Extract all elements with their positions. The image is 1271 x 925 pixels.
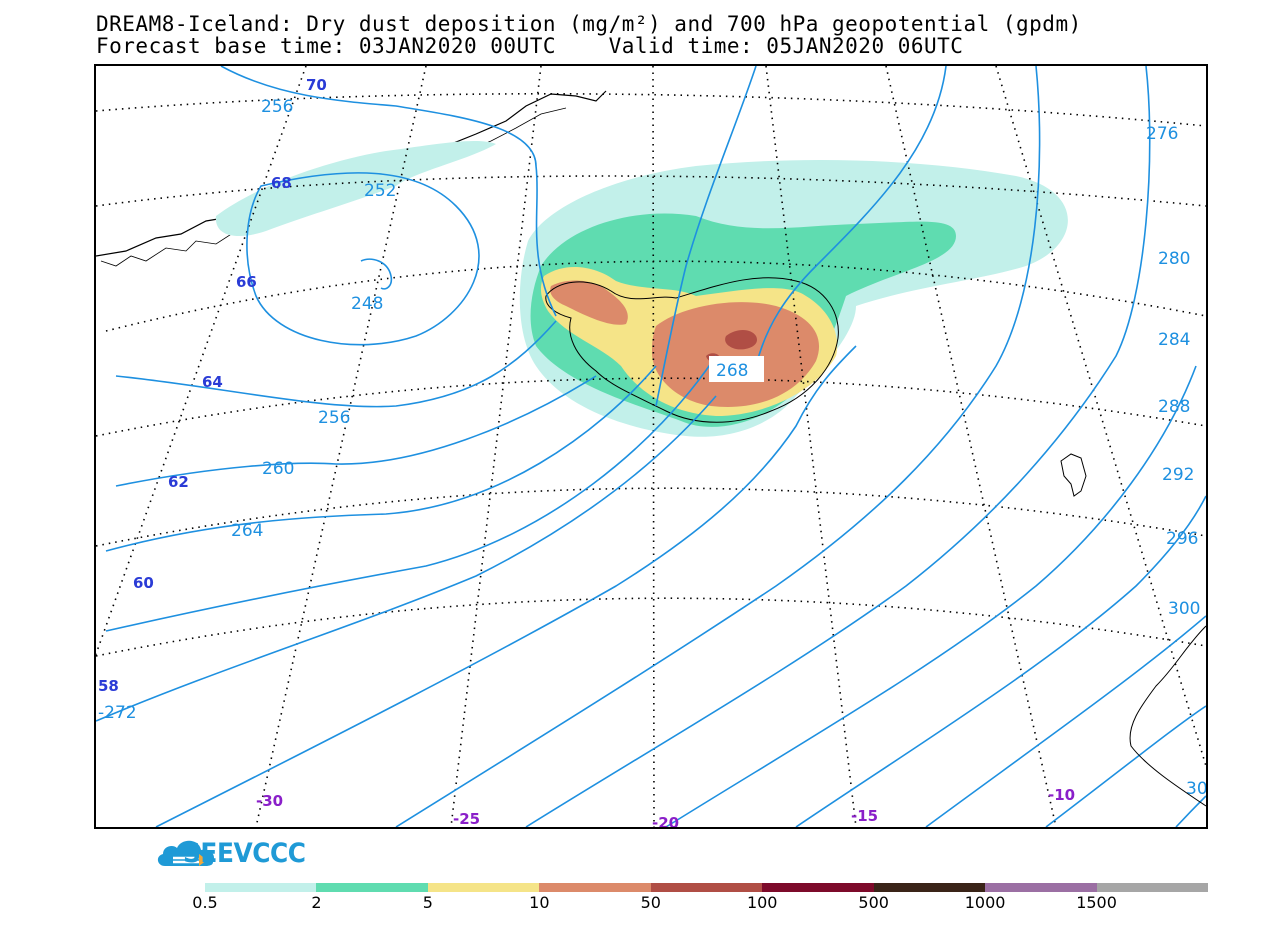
seevccc-cloud-icon — [157, 840, 215, 866]
map-panel[interactable]: 256 252 248 256 260 264 -272 268 276 280… — [94, 64, 1208, 829]
contour-label: 280 — [1158, 249, 1190, 269]
legend-tick-label: 50 — [640, 893, 661, 912]
contour-label: 276 — [1146, 124, 1178, 144]
contour-label: 284 — [1158, 330, 1190, 350]
latitude-labels: 70 68 66 64 62 60 58 — [98, 76, 327, 695]
seevccc-logo-text: SEEVCCC — [183, 838, 306, 869]
legend-swatch — [873, 883, 986, 892]
legend-tick-label: 1000 — [964, 893, 1006, 912]
legend-tick-label: 100 — [746, 893, 778, 912]
contour-label: -272 — [98, 703, 137, 723]
contour-label: 248 — [351, 294, 383, 314]
lat-label: 60 — [133, 574, 154, 592]
lon-label: -20 — [652, 814, 679, 827]
contour-label: 252 — [364, 181, 396, 201]
contour-label-bg — [709, 356, 764, 382]
contour-label: 300 — [1168, 599, 1200, 619]
map-subtitle-times: Forecast base time: 03JAN2020 00UTC Vali… — [96, 34, 964, 58]
legend-tick-label: 5 — [422, 893, 433, 912]
legend-swatch — [316, 883, 428, 892]
lat-label: 58 — [98, 677, 119, 695]
dust-50-region — [706, 330, 757, 363]
lat-label: 64 — [202, 373, 223, 391]
contour-label: 292 — [1162, 465, 1194, 485]
contour-label: 288 — [1158, 397, 1190, 417]
graticule-meridians — [96, 66, 1206, 827]
lat-label: 68 — [271, 174, 292, 192]
legend-color-bar — [205, 883, 1208, 892]
longitude-labels: -30 -25 -20 -15 -10 — [256, 786, 1075, 827]
legend-tick-label: 2 — [311, 893, 322, 912]
contour-label: 296 — [1166, 529, 1198, 549]
lat-label: 70 — [306, 76, 327, 94]
legend-swatch — [205, 883, 317, 892]
lat-label: 66 — [236, 273, 257, 291]
legend-tick-label: 10 — [529, 893, 550, 912]
faroe-islands — [1060, 453, 1087, 497]
contour-label: 256 — [261, 97, 293, 117]
map-svg: 256 252 248 256 260 264 -272 268 276 280… — [96, 66, 1206, 827]
iceland-coast — [545, 277, 839, 423]
dust-0-5-region — [215, 141, 496, 236]
lon-label: -15 — [851, 807, 878, 825]
contour-label: 268 — [716, 361, 748, 381]
map-title: DREAM8-Iceland: Dry dust deposition (mg/… — [96, 12, 1082, 36]
legend-swatch — [985, 883, 1097, 892]
lon-label: -10 — [1048, 786, 1075, 804]
lon-label: -30 — [256, 792, 283, 810]
legend-swatch — [539, 883, 651, 892]
legend-swatch — [650, 883, 763, 892]
contour-label: 260 — [262, 459, 294, 479]
contour-labels: 256 252 248 256 260 264 -272 268 276 280… — [98, 97, 1206, 799]
lat-label: 62 — [168, 473, 189, 491]
legend-swatch — [762, 883, 874, 892]
legend-tick-label: 0.5 — [192, 893, 218, 912]
lon-label: -25 — [453, 810, 480, 827]
legend-swatch — [427, 883, 540, 892]
contour-label: 264 — [231, 521, 263, 541]
geopotential-contours — [96, 66, 1206, 827]
legend-tick-label: 1500 — [1076, 893, 1117, 912]
norway-coast — [1129, 625, 1206, 807]
legend-tick-label: 500 — [858, 893, 889, 912]
graticule-parallels — [96, 92, 1206, 657]
contour-label: 256 — [318, 408, 350, 428]
legend-swatch — [1096, 883, 1208, 892]
contour-label: 30 — [1186, 779, 1206, 799]
